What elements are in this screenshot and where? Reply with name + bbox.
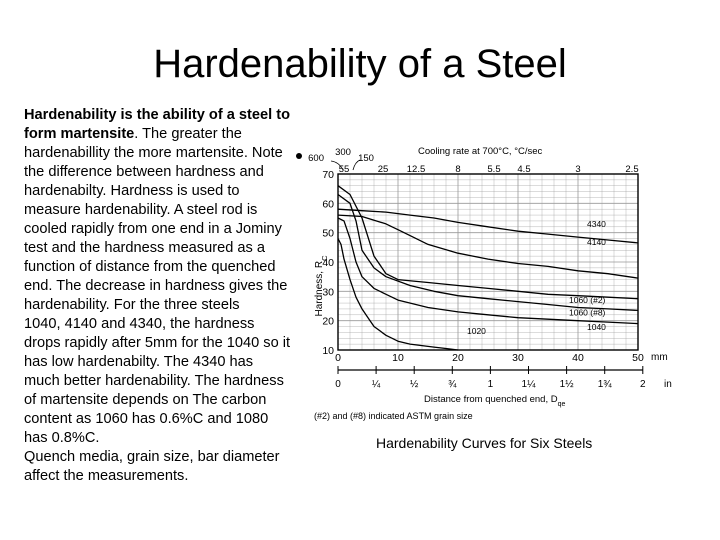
- chart-grid: [338, 174, 638, 350]
- x-inch-tick-label: ¼: [372, 378, 381, 390]
- series-label: 1060 (#8): [569, 307, 606, 317]
- x-mm-tick-label: 10: [392, 352, 404, 364]
- cooling-rate-label: Cooling rate at 700°C, °C/sec: [418, 146, 543, 157]
- x-inch-tick-label: 1¼: [522, 378, 537, 390]
- intro-bold-text: Hardenability is the ability of a steel …: [24, 107, 290, 142]
- x-axis-label: Distance from quenched end, Dqe: [424, 394, 566, 408]
- y-tick-label: 70: [322, 169, 334, 181]
- bullet-dot: [296, 153, 302, 159]
- x-mm-tick-label: 30: [512, 352, 524, 364]
- body-text: Hardenability is the ability of a steel …: [24, 106, 292, 486]
- cooling-rate-ticks: 600 300 150 55 25 12.5 8 5.5 4.5 3 2.5: [308, 147, 638, 175]
- cooling-rate-tick: 150: [358, 153, 374, 164]
- x-mm-tick-label: 20: [452, 352, 464, 364]
- series-label-layer: 4340 4140 1060 (#2) 1060 (#8) 1040 1020: [467, 219, 606, 336]
- cooling-rate-tick: 2.5: [625, 164, 638, 175]
- cooling-rate-tick: 5.5: [487, 164, 500, 175]
- footnote: (#2) and (#8) indicated ASTM grain size: [314, 411, 473, 421]
- series-line-1060-2: [337, 185, 639, 300]
- plot-frame: [337, 173, 639, 351]
- cooling-rate-tick: 8: [455, 164, 460, 175]
- cooling-rate-tick: 4.5: [517, 164, 530, 175]
- chart-title: Hardenability Curves for Six Steels: [376, 435, 592, 451]
- y-tick-label: 50: [322, 228, 334, 240]
- y-axis-label: Hardness, RC: [314, 255, 329, 317]
- cooling-rate-tick: 55: [339, 164, 350, 175]
- y-tick-label: 10: [322, 345, 334, 357]
- cooling-rate-leader: [352, 159, 361, 171]
- y-tick-label: 40: [322, 257, 334, 269]
- x-inch-tick-label: 0: [335, 379, 341, 390]
- series-line-4340: [337, 208, 639, 244]
- y-tick-labels: 10 20 30 40 50 60 70: [322, 169, 334, 357]
- x-inch-tick-label: 1: [488, 379, 494, 390]
- series-line-1020: [337, 238, 459, 351]
- x-inch-tick-label: 2: [640, 379, 646, 390]
- body-rest-text: . The greater the hardenabillity the mor…: [24, 126, 291, 484]
- series-label: 1060 (#2): [569, 295, 606, 305]
- x-mm-tick-label: 50: [632, 352, 644, 364]
- series-label: 1040: [587, 322, 606, 332]
- cooling-rate-tick: 600: [308, 153, 324, 164]
- y-tick-label: 20: [322, 316, 334, 328]
- series-line-1060-8: [337, 193, 639, 312]
- x-inch-axis: 0 ¼ ½ ¾ 1 1¼ 1½ 1¾ 2: [335, 366, 646, 390]
- x-inch-tick-label: 1¾: [598, 379, 613, 390]
- y-tick-label: 30: [322, 286, 334, 298]
- cooling-rate-leader: [330, 160, 344, 171]
- cooling-rate-tick: 300: [335, 147, 351, 158]
- x-mm-tick-labels: 0 10 20 30 40 50: [335, 352, 644, 364]
- series-label: 1020: [467, 326, 486, 336]
- x-mm-unit-label: mm: [651, 352, 668, 363]
- series-line-4140: [337, 214, 639, 279]
- cooling-rate-tick: 12.5: [407, 164, 426, 175]
- x-inch-tick-label: ¾: [448, 379, 457, 390]
- slide-title: Hardenability of a Steel: [153, 42, 567, 86]
- series-line-1040: [337, 217, 639, 325]
- y-tick-label: 60: [322, 198, 334, 210]
- series-label: 4340: [587, 219, 606, 229]
- x-mm-tick-label: 40: [572, 352, 584, 364]
- cooling-rate-tick: 3: [575, 164, 580, 175]
- x-in-unit-label: in: [664, 379, 672, 390]
- cooling-rate-tick: 25: [378, 164, 389, 175]
- x-inch-tick-label: 1½: [560, 379, 575, 390]
- x-mm-tick-label: 0: [335, 352, 341, 364]
- x-inch-tick-label: ½: [410, 379, 419, 390]
- series-layer: [337, 185, 639, 351]
- series-label: 4140: [587, 237, 606, 247]
